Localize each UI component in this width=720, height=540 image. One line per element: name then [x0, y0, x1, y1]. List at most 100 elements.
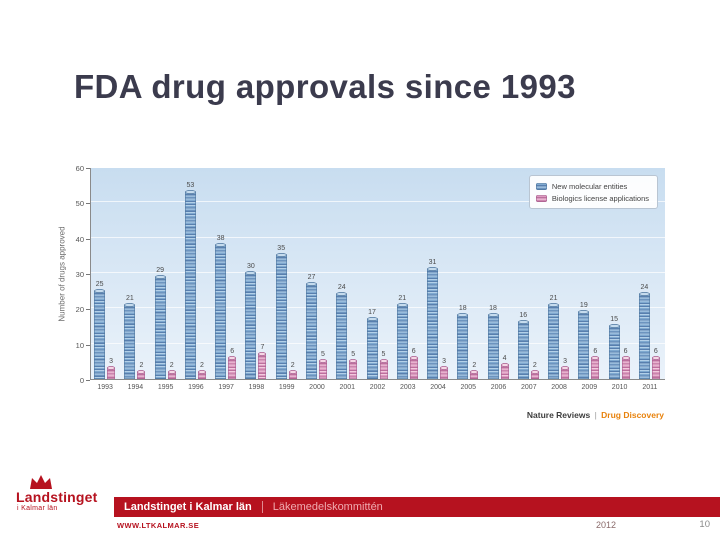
bar-value-label: 2: [472, 361, 477, 369]
bar-nme-2011: [638, 292, 650, 379]
y-axis-tick-label: 30: [75, 270, 84, 279]
logo-subtitle: i Kalmar län: [17, 505, 58, 512]
gridline: [91, 201, 665, 203]
gridline: [91, 272, 665, 273]
gridline: [91, 342, 665, 344]
gridline: [91, 307, 665, 309]
footer-band: Landstinget i Kalmar län Läkemedelskommi…: [114, 497, 720, 517]
bar-bla-2001: [349, 359, 358, 379]
bar-value-label: 3: [442, 358, 446, 366]
bar-nme-1995: [154, 274, 166, 379]
bar-value-label: 25: [95, 280, 104, 288]
bar-value-label: 17: [368, 308, 376, 316]
bar-bla-1993: [107, 366, 116, 379]
x-axis-label-2010: 2010: [611, 384, 628, 391]
bar-bla-2007: [530, 369, 539, 379]
bar-value-label: 2: [139, 361, 144, 369]
bar-value-label: 38: [216, 234, 225, 242]
x-axis-label-2002: 2002: [369, 384, 386, 391]
bar-value-label: 2: [532, 361, 537, 369]
bar-value-label: 3: [563, 358, 568, 366]
y-axis-tick-label: 40: [75, 234, 84, 244]
x-axis-label-1996: 1996: [188, 384, 204, 391]
bar-value-label: 24: [337, 284, 346, 292]
footer-org-name: Landstinget i Kalmar län: [124, 501, 252, 513]
bar-value-label: 21: [398, 294, 407, 302]
bar-value-label: 5: [351, 351, 356, 359]
x-axis-label-1997: 1997: [218, 384, 234, 391]
bar-value-label: 4: [502, 354, 507, 362]
y-axis-tick-mark: [86, 203, 90, 205]
logo-name: Landstinget: [16, 489, 98, 505]
bar-bla-1997: [228, 355, 237, 379]
bar-bla-1998: [258, 352, 267, 379]
y-axis-tick-mark: [86, 380, 90, 381]
y-axis-tick-label: 20: [75, 305, 84, 315]
bar-bla-2004: [440, 366, 449, 379]
x-axis-label-1994: 1994: [127, 384, 144, 391]
bar-nme-2004: [427, 267, 439, 379]
bar-nme-2002: [366, 316, 378, 379]
y-axis-tick-mark: [86, 344, 90, 346]
bar-bla-2011: [651, 355, 660, 379]
bar-value-label: 29: [156, 266, 165, 274]
bar-nme-1997: [215, 242, 227, 379]
y-axis-tick-mark: [86, 168, 90, 169]
x-axis-label-1999: 1999: [278, 384, 295, 391]
bar-value-label: 6: [593, 347, 598, 355]
bar-nme-2001: [336, 292, 348, 379]
bar-value-label: 19: [579, 301, 588, 309]
x-axis-label-2001: 2001: [339, 384, 356, 391]
bar-nme-1996: [184, 189, 196, 379]
bar-value-label: 6: [653, 347, 658, 355]
x-axis-label-1993: 1993: [97, 384, 113, 391]
x-axis-label-1995: 1995: [157, 384, 174, 391]
bar-nme-2007: [517, 320, 529, 379]
bar-value-label: 2: [199, 361, 204, 369]
bar-value-label: 31: [428, 259, 437, 267]
crown-icon: [30, 475, 52, 489]
chart-legend: New molecular entities Biologics license …: [528, 175, 658, 209]
bar-value-label: 5: [321, 351, 325, 359]
bar-nme-2008: [548, 302, 560, 379]
y-axis-tick-label: 60: [75, 164, 84, 173]
x-axis-label-2008: 2008: [551, 384, 567, 391]
credit-journal: Nature Reviews: [526, 410, 591, 420]
gridline: [91, 166, 665, 167]
legend-item: New molecular entities: [535, 180, 649, 192]
y-axis-tick-mark: [86, 274, 90, 275]
bar-bla-1999: [288, 369, 297, 379]
x-axis-label-1998: 1998: [248, 384, 265, 391]
chart-plot: New molecular entities Biologics license …: [90, 166, 665, 380]
bar-value-label: 3: [109, 358, 114, 366]
legend-label: Biologics license applications: [551, 193, 649, 203]
x-axis-label-2006: 2006: [490, 384, 507, 391]
bar-bla-2002: [379, 359, 388, 379]
x-axis-label-2011: 2011: [642, 384, 658, 391]
bar-value-label: 2: [290, 361, 295, 369]
bar-bla-2010: [621, 355, 630, 379]
bar-value-label: 7: [260, 344, 265, 352]
x-axis-label-2009: 2009: [581, 384, 598, 391]
bar-value-label: 53: [186, 181, 195, 189]
bar-value-label: 6: [623, 347, 628, 355]
bar-bla-1995: [167, 369, 176, 379]
bar-value-label: 30: [247, 263, 255, 270]
bar-value-label: 21: [125, 294, 134, 302]
bar-nme-1994: [124, 302, 136, 379]
bar-value-label: 15: [610, 316, 618, 323]
bar-nme-2003: [396, 302, 408, 379]
bar-value-label: 5: [381, 351, 386, 359]
nme-coin-icon: [535, 182, 547, 190]
chart-credit: Nature Reviews | Drug Discovery: [527, 410, 664, 420]
footer-website: WWW.LTKALMAR.SE: [117, 521, 200, 530]
credit-journal-title: Drug Discovery: [601, 410, 664, 420]
y-axis-tick-label: 0: [79, 376, 84, 385]
bar-nme-2000: [305, 281, 317, 379]
bar-nme-1998: [245, 271, 257, 379]
slide-page-number: 10: [699, 519, 710, 530]
bar-nme-1999: [275, 253, 287, 379]
x-axis-label-2003: 2003: [399, 384, 416, 391]
bla-coin-icon: [535, 194, 547, 202]
